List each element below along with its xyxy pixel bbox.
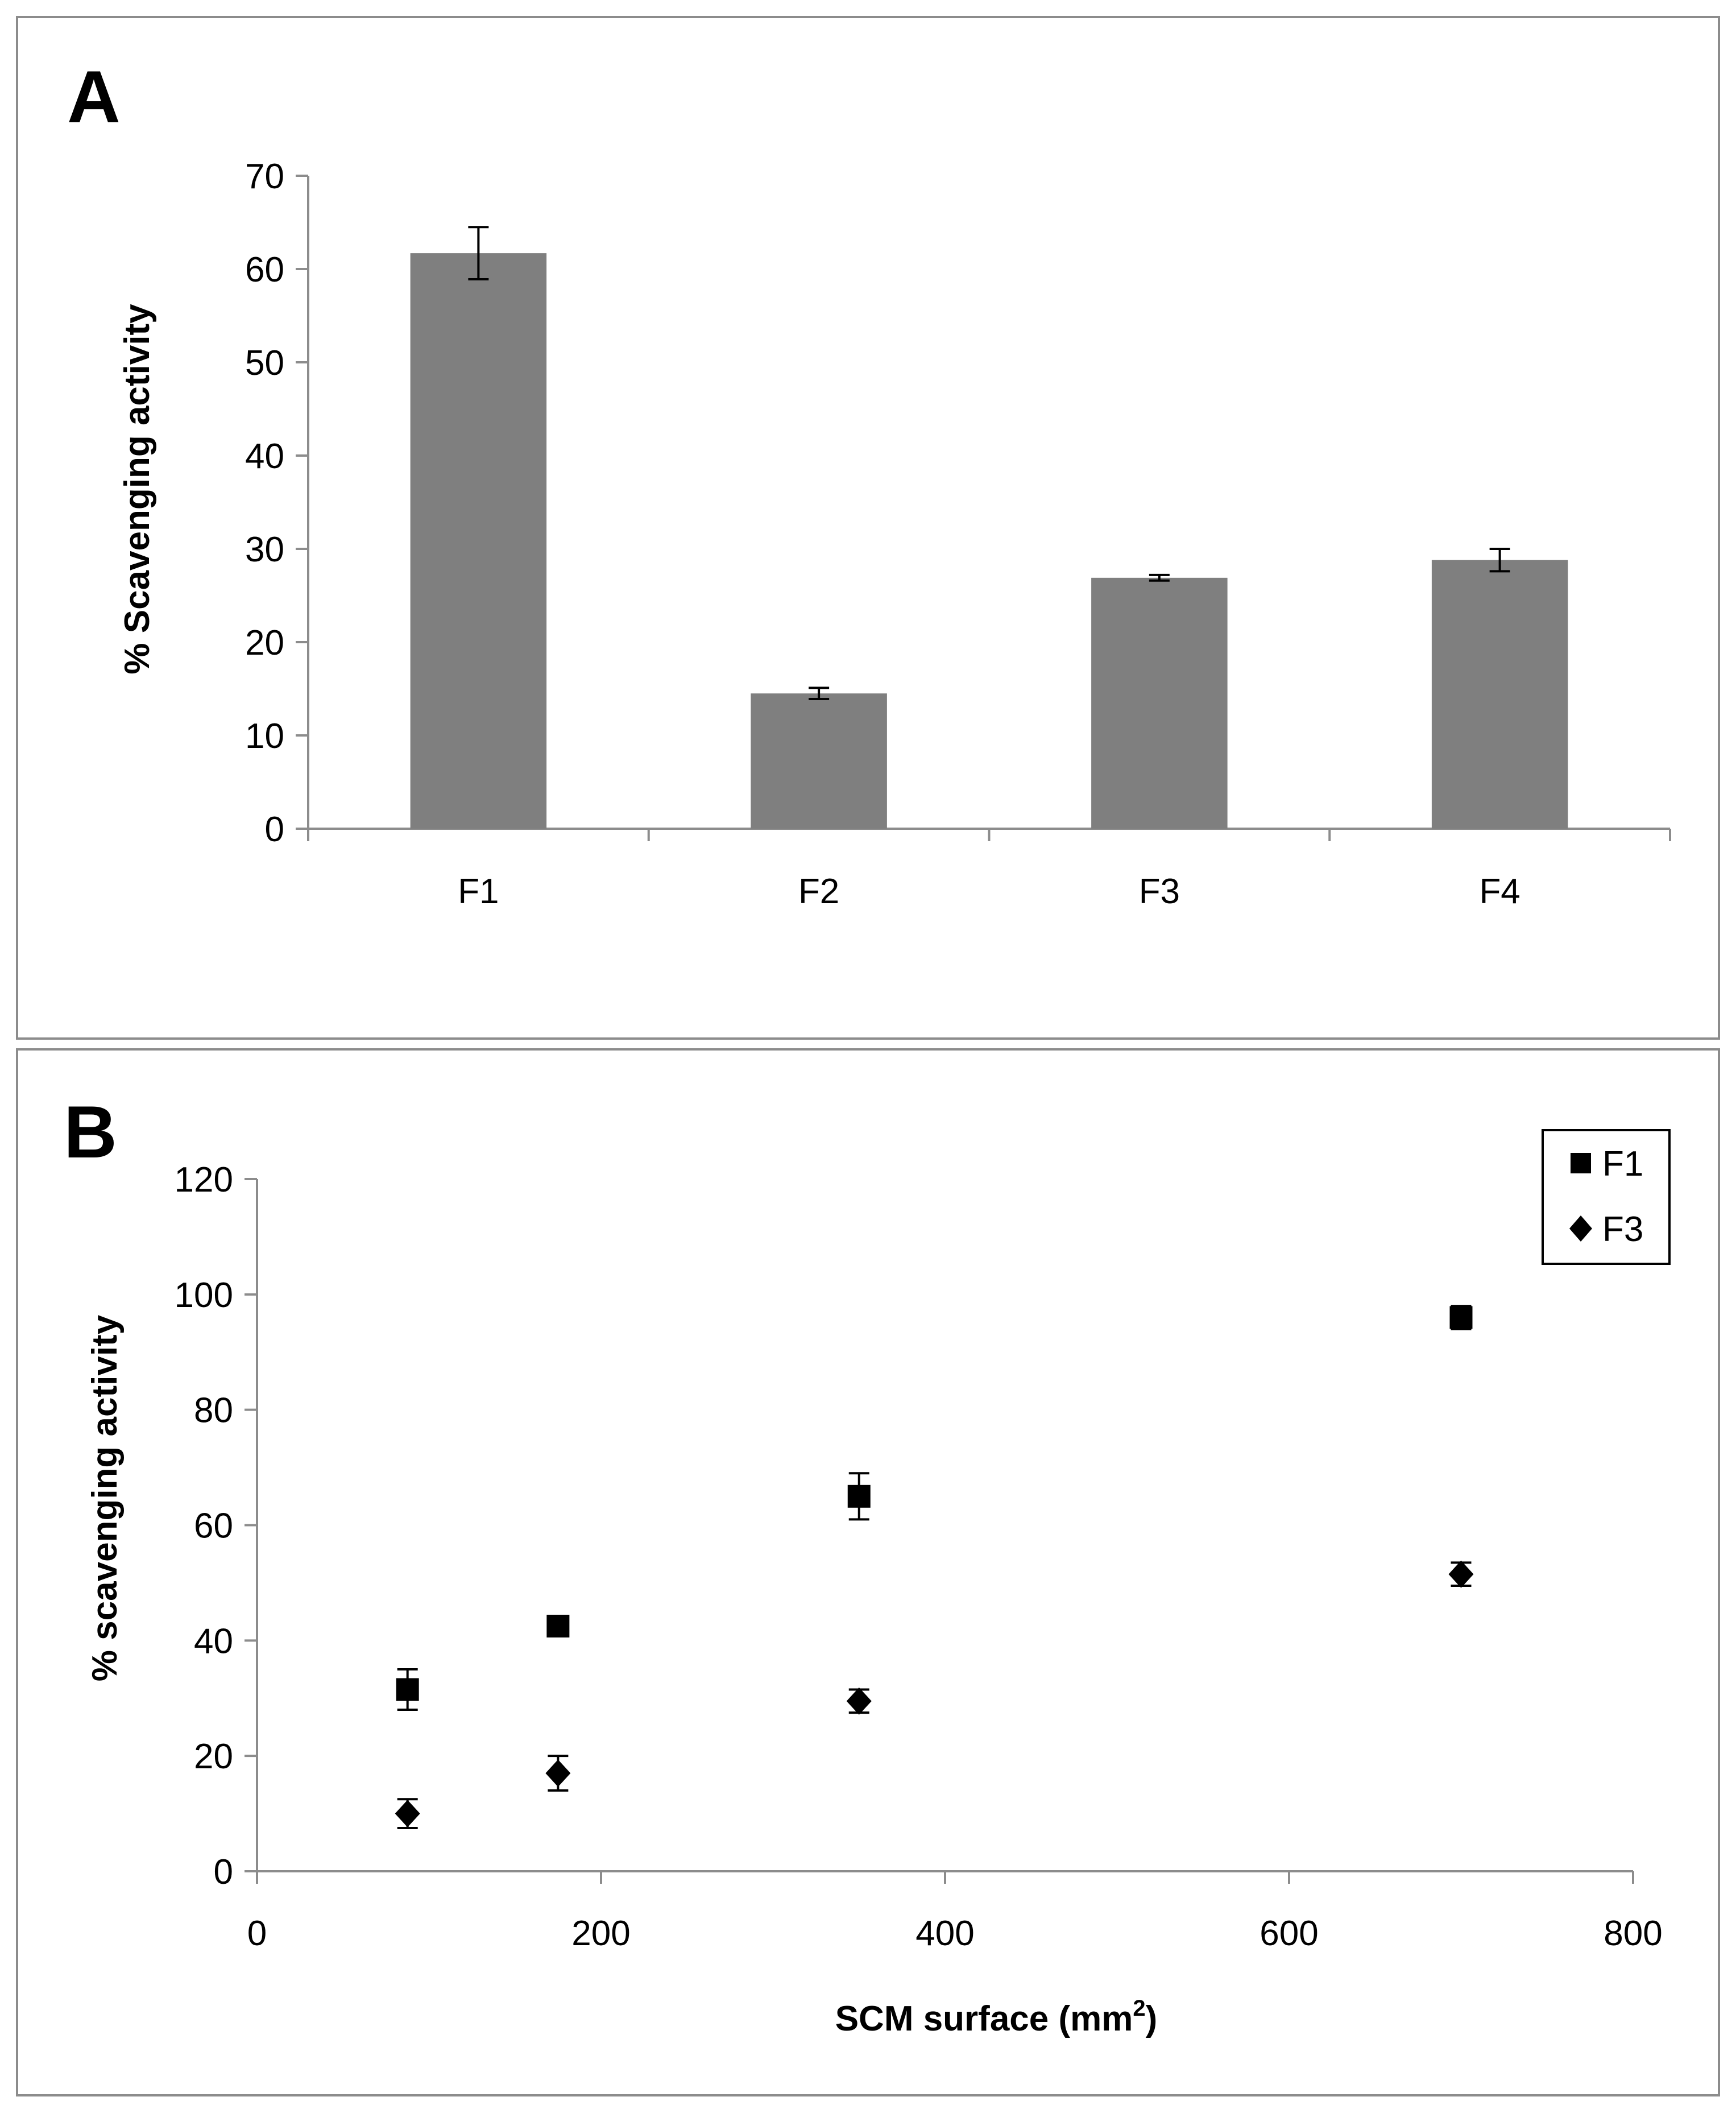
legend-f1-label: F1 [1602,1144,1643,1184]
y-tick-label: 100 [175,1276,233,1315]
point-f1 [546,1614,570,1637]
x-tick-label: 400 [915,1914,974,1953]
legend-box [1542,1129,1671,1265]
error-bar-f4 [1489,548,1510,573]
point-f1 [847,1484,871,1508]
panel-b-label: B [64,1090,117,1173]
x-tick-label: F4 [1479,872,1520,911]
point-f1 [396,1678,419,1701]
panel-a-y-axis-title: % Scavenging activity [118,304,157,675]
panel-a-frame [16,16,1720,1040]
point-f1 [1449,1306,1473,1329]
y-tick-label: 60 [245,250,284,290]
y-tick-label: 10 [245,717,284,756]
y-tick-label: 50 [245,344,284,383]
error-bar-f3 [1149,573,1170,582]
y-tick-label: 40 [245,437,284,476]
x-tick-label: F3 [1139,872,1180,911]
x-tick-label: F2 [798,872,839,911]
y-tick-label: 80 [194,1391,233,1430]
panel-b-frame [16,1048,1720,2096]
panel-b-plot: 0 20 40 60 80 100 120 0 200 400 600 800 [175,1160,1663,1953]
bar-f1 [410,253,547,829]
point-f3 [545,1759,571,1787]
y-tick-label: 20 [194,1737,233,1776]
error-bar-f2 [809,687,830,701]
error-bar-f1 [468,226,489,281]
legend-f1-marker-icon [1571,1153,1591,1173]
y-tick-label: 70 [245,157,284,196]
point-f3 [395,1800,420,1827]
y-tick-label: 60 [194,1507,233,1546]
bar-f2 [751,693,887,829]
x-tick-label: 800 [1604,1914,1662,1953]
panel-b-x-axis-title: SCM surface (mm2) [835,1996,1158,2038]
panel-b-legend: F1 F3 [1542,1129,1671,1265]
panel-b-y-axis-title: % scavenging activity [85,1314,125,1681]
y-tick-label: 0 [214,1852,233,1892]
panel-a-label: A [67,55,121,138]
panel-b-x-axis-title-sup: 2 [1133,1996,1145,2021]
panel-b-x-axis-title-end: ) [1146,1999,1158,2038]
panel-a-plot: 0 10 20 30 40 50 60 70 F1 F2 F3 F4 [245,157,1671,911]
x-tick-label: 0 [247,1914,267,1953]
x-tick-label: F1 [458,872,499,911]
bar-f4 [1431,560,1568,829]
x-tick-label: 200 [571,1914,630,1953]
x-tick-label: 600 [1259,1914,1318,1953]
point-f3 [846,1687,872,1715]
y-tick-label: 20 [245,623,284,663]
panel-b-x-axis-title-main: SCM surface (mm [835,1999,1133,2038]
legend-f3-marker-icon [1569,1215,1592,1242]
point-f3 [1448,1560,1474,1588]
y-tick-label: 0 [265,810,284,849]
y-tick-label: 40 [194,1622,233,1661]
bar-f3 [1091,577,1228,829]
legend-f3-label: F3 [1602,1210,1643,1249]
y-tick-label: 120 [175,1160,233,1200]
y-tick-label: 30 [245,530,284,569]
